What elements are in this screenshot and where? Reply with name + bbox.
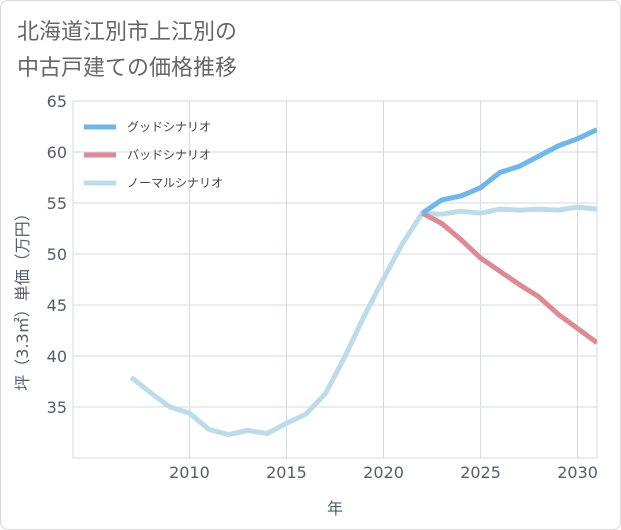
y-tick-label: 55 (47, 194, 67, 213)
series-line-0 (420, 127, 597, 216)
y-tick-label: 40 (47, 347, 67, 366)
legend-label: ノーマルシナリオ (127, 176, 223, 190)
chart-title-line2: 中古戸建ての価格推移 (17, 56, 238, 81)
x-tick-label: 2015 (266, 463, 307, 482)
y-tick-label: 45 (47, 296, 67, 315)
chart-title-line1: 北海道江別市上江別の (17, 20, 238, 45)
y-tick-label: 35 (47, 398, 67, 417)
y-tick-label: 50 (47, 245, 67, 264)
x-tick-label: 2010 (169, 463, 210, 482)
chart-title: 北海道江別市上江別の 中古戸建ての価格推移 (17, 15, 237, 87)
y-tick-label: 65 (47, 92, 67, 111)
x-tick-label: 2020 (363, 463, 404, 482)
series-line-1 (421, 210, 597, 345)
grid-lines (73, 100, 597, 458)
legend-label: グッドシナリオ (127, 120, 211, 134)
legend-label: バッドシナリオ (127, 148, 211, 162)
x-tick-label: 2030 (557, 463, 598, 482)
x-tick-labels: 2010 2015 2020 2025 2030 (169, 463, 598, 482)
y-tick-label: 60 (47, 143, 67, 162)
x-tick-label: 2025 (460, 463, 501, 482)
series-lines (129, 127, 597, 437)
series-line-2 (129, 204, 597, 437)
y-axis-label: 坪（3.3㎡）単価（万円） (13, 205, 32, 390)
x-axis-label: 年 (327, 499, 343, 518)
y-tick-labels: 35 40 45 50 55 60 65 (47, 92, 67, 417)
